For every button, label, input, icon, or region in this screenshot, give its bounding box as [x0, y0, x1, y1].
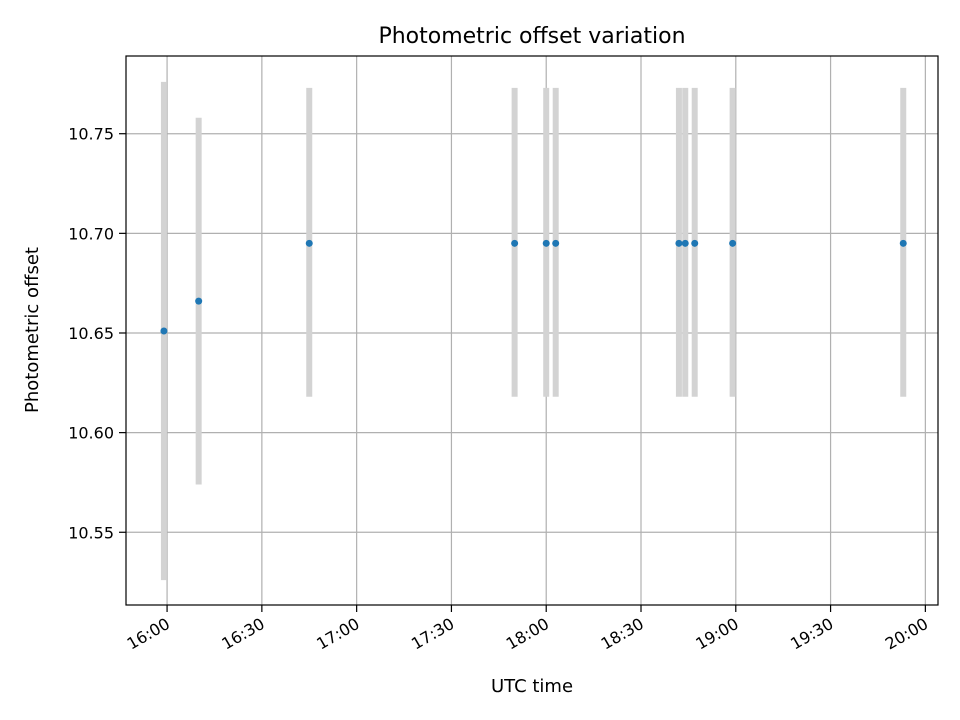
data-point — [160, 327, 168, 335]
y-axis-ticks: 10.55 10.60 10.65 10.70 10.75 — [68, 125, 126, 542]
data-point — [511, 239, 519, 247]
data-point — [305, 239, 313, 247]
data-point — [691, 239, 699, 247]
y-tick-label: 10.75 — [68, 125, 114, 144]
y-tick-label: 10.65 — [68, 324, 114, 343]
data-points — [160, 239, 907, 335]
data-point — [195, 297, 203, 305]
plot-frame — [125, 55, 939, 606]
data-point — [542, 239, 550, 247]
y-tick-label: 10.60 — [68, 424, 114, 443]
x-axis-label: UTC time — [491, 676, 573, 697]
y-axis-label: Photometric offset — [22, 247, 43, 413]
data-point — [899, 239, 907, 247]
data-point — [729, 239, 737, 247]
chart-title: Photometric offset variation — [378, 24, 685, 49]
data-point — [675, 239, 683, 247]
y-tick-label: 10.70 — [68, 224, 114, 243]
y-tick-label: 10.55 — [68, 523, 114, 542]
data-point — [681, 239, 689, 247]
data-point — [552, 239, 560, 247]
